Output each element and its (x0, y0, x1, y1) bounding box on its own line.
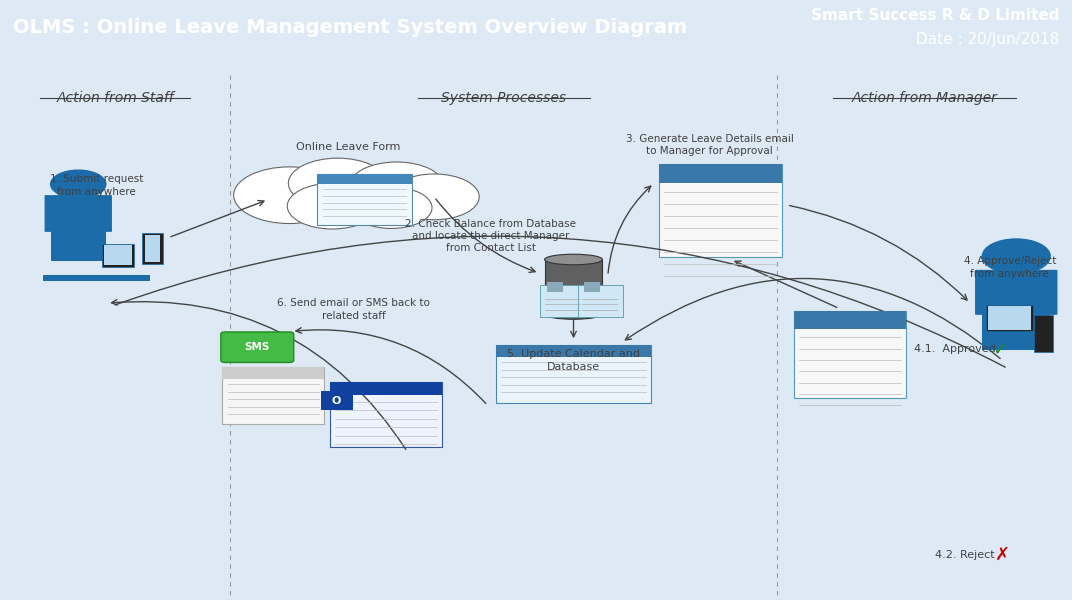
FancyBboxPatch shape (223, 367, 324, 424)
FancyBboxPatch shape (982, 313, 1051, 350)
Text: Online Leave Form: Online Leave Form (296, 142, 401, 152)
FancyBboxPatch shape (988, 307, 1031, 331)
FancyBboxPatch shape (221, 332, 294, 362)
FancyBboxPatch shape (495, 346, 652, 357)
FancyBboxPatch shape (223, 367, 324, 379)
Text: 3. Generate Leave Details email
to Manager for Approval: 3. Generate Leave Details email to Manag… (626, 134, 793, 156)
FancyBboxPatch shape (50, 230, 106, 260)
Ellipse shape (545, 308, 602, 319)
FancyBboxPatch shape (976, 270, 1057, 315)
FancyBboxPatch shape (578, 284, 623, 317)
FancyBboxPatch shape (330, 382, 442, 448)
Text: Smart Success R & D Limited: Smart Success R & D Limited (810, 8, 1059, 23)
FancyBboxPatch shape (145, 235, 160, 262)
FancyBboxPatch shape (793, 311, 906, 398)
FancyBboxPatch shape (142, 233, 163, 264)
FancyBboxPatch shape (102, 244, 134, 266)
Circle shape (287, 183, 377, 229)
Text: O: O (332, 395, 341, 406)
FancyBboxPatch shape (43, 275, 150, 281)
Text: 4.2. Reject: 4.2. Reject (935, 550, 1001, 560)
Text: Date : 20/Jun/2018: Date : 20/Jun/2018 (915, 32, 1059, 47)
Circle shape (982, 239, 1051, 274)
FancyBboxPatch shape (321, 391, 353, 410)
Text: Action from Manager: Action from Manager (851, 91, 998, 104)
Text: Action from Staff: Action from Staff (57, 91, 174, 104)
Text: ✓: ✓ (993, 340, 1008, 358)
Text: 2. Check Balance from Database
and locate the direct Manager
from Contact List: 2. Check Balance from Database and locat… (405, 218, 577, 253)
FancyBboxPatch shape (547, 283, 563, 292)
Text: SMS: SMS (244, 341, 270, 352)
Circle shape (288, 158, 387, 208)
FancyBboxPatch shape (540, 284, 585, 317)
FancyBboxPatch shape (317, 173, 412, 226)
FancyBboxPatch shape (658, 164, 783, 182)
Text: OLMS : Online Leave Management System Overview Diagram: OLMS : Online Leave Management System Ov… (13, 18, 687, 37)
Text: System Processes: System Processes (442, 91, 566, 104)
Circle shape (349, 162, 444, 210)
FancyBboxPatch shape (1034, 315, 1053, 352)
FancyBboxPatch shape (317, 173, 412, 184)
FancyBboxPatch shape (584, 283, 600, 292)
FancyBboxPatch shape (330, 382, 442, 395)
FancyBboxPatch shape (545, 259, 602, 314)
FancyBboxPatch shape (793, 311, 906, 329)
Circle shape (50, 170, 106, 198)
Text: 1. Submit request
from anywhere: 1. Submit request from anywhere (49, 175, 144, 197)
Circle shape (234, 167, 345, 224)
Ellipse shape (545, 254, 602, 265)
FancyBboxPatch shape (986, 305, 1033, 331)
Text: 4. Approve/Reject
from anywhere: 4. Approve/Reject from anywhere (964, 256, 1056, 278)
FancyBboxPatch shape (104, 245, 132, 265)
Circle shape (351, 187, 432, 229)
Circle shape (389, 174, 479, 220)
Text: 5. Update Calendar and
Database: 5. Update Calendar and Database (507, 349, 640, 372)
Text: 6. Send email or SMS back to
related staff: 6. Send email or SMS back to related sta… (278, 298, 430, 320)
FancyBboxPatch shape (45, 195, 111, 232)
Text: ✗: ✗ (995, 547, 1010, 565)
Text: 4.1.  Approved: 4.1. Approved (914, 344, 996, 355)
FancyBboxPatch shape (658, 164, 783, 257)
FancyBboxPatch shape (495, 346, 652, 403)
